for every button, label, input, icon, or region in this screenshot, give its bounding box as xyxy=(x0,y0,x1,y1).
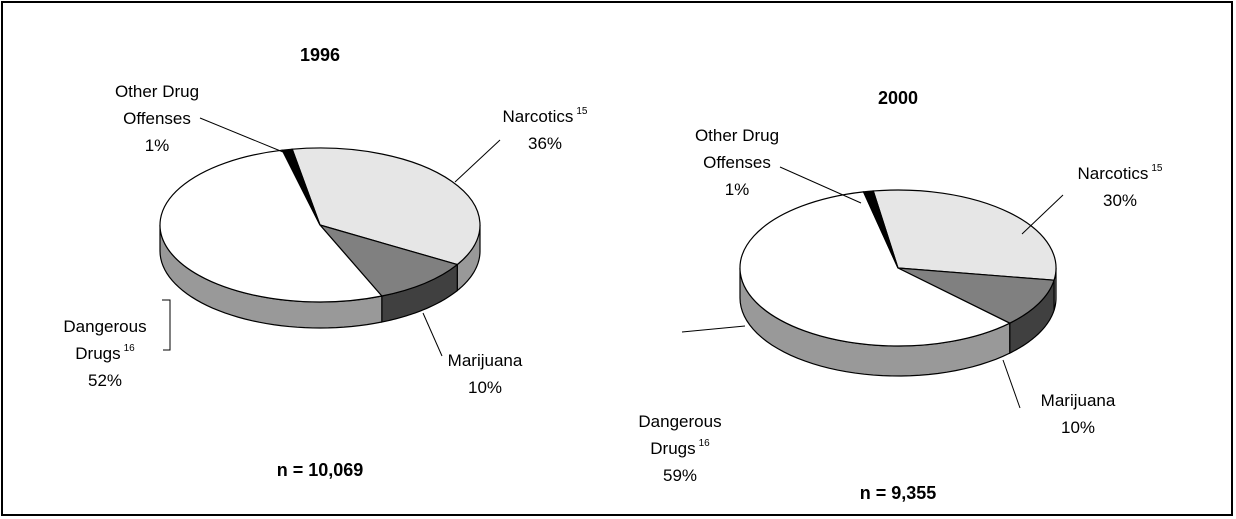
chart-title: 1996 xyxy=(220,45,420,66)
slice xyxy=(739,191,1012,347)
category-label: Narcotics xyxy=(502,107,574,126)
leader-line xyxy=(1021,194,1064,235)
slice xyxy=(862,190,899,269)
annotation: n = 9,355 xyxy=(778,483,1018,504)
footnote-mark: 15 xyxy=(576,106,588,117)
slice-label: Other Drug Offenses 1% xyxy=(677,122,797,203)
footnote-mark: 16 xyxy=(123,343,135,354)
slice xyxy=(291,147,481,266)
title-text: 1996 xyxy=(299,45,341,65)
annotation-text: n = 9,355 xyxy=(859,483,937,503)
leader-line xyxy=(1002,359,1021,409)
leader-line xyxy=(454,139,501,183)
slice-label: Marijuana 10% xyxy=(430,347,540,401)
footnote-mark: 15 xyxy=(1151,163,1163,174)
category-label: Dangerous Drugs xyxy=(638,412,722,458)
leader-line xyxy=(422,312,443,357)
category-label: Marijuana xyxy=(447,351,523,370)
category-label: Other Drug Offenses xyxy=(114,82,200,128)
value-label: 30% xyxy=(1102,191,1138,210)
value-label: 10% xyxy=(467,378,503,397)
chart-title: 2000 xyxy=(798,88,998,109)
value-label: 10% xyxy=(1060,418,1096,437)
slice-label: Marijuana 10% xyxy=(1023,387,1133,441)
leader-line xyxy=(199,117,284,153)
value-label: 1% xyxy=(724,180,750,199)
value-label: 59% xyxy=(662,466,698,485)
category-label: Narcotics xyxy=(1077,164,1149,183)
category-label: Other Drug Offenses xyxy=(694,126,780,172)
slice xyxy=(872,189,1057,281)
title-text: 2000 xyxy=(877,88,919,108)
annotation-text: n = 10,069 xyxy=(276,460,364,480)
leader-line xyxy=(681,325,746,333)
slice xyxy=(281,148,321,226)
leader-line xyxy=(779,166,862,204)
slice-label: Other Drug Offenses 1% xyxy=(97,78,217,159)
slice-label: Narcotics 15 36% xyxy=(480,103,610,157)
leader-line xyxy=(162,299,171,351)
slice xyxy=(318,223,459,297)
category-label: Dangerous Drugs xyxy=(63,317,147,363)
category-label: Marijuana xyxy=(1040,391,1116,410)
slice xyxy=(159,149,383,303)
slice-label: Narcotics 15 30% xyxy=(1055,160,1185,214)
value-label: 52% xyxy=(87,371,123,390)
value-label: 36% xyxy=(527,134,563,153)
value-label: 1% xyxy=(144,136,170,155)
slice xyxy=(897,267,1055,324)
slice-label: Dangerous Drugs 16 59% xyxy=(625,408,735,489)
footnote-mark: 16 xyxy=(698,438,710,449)
annotation: n = 10,069 xyxy=(200,460,440,481)
slice-label: Dangerous Drugs 16 52% xyxy=(50,313,160,394)
